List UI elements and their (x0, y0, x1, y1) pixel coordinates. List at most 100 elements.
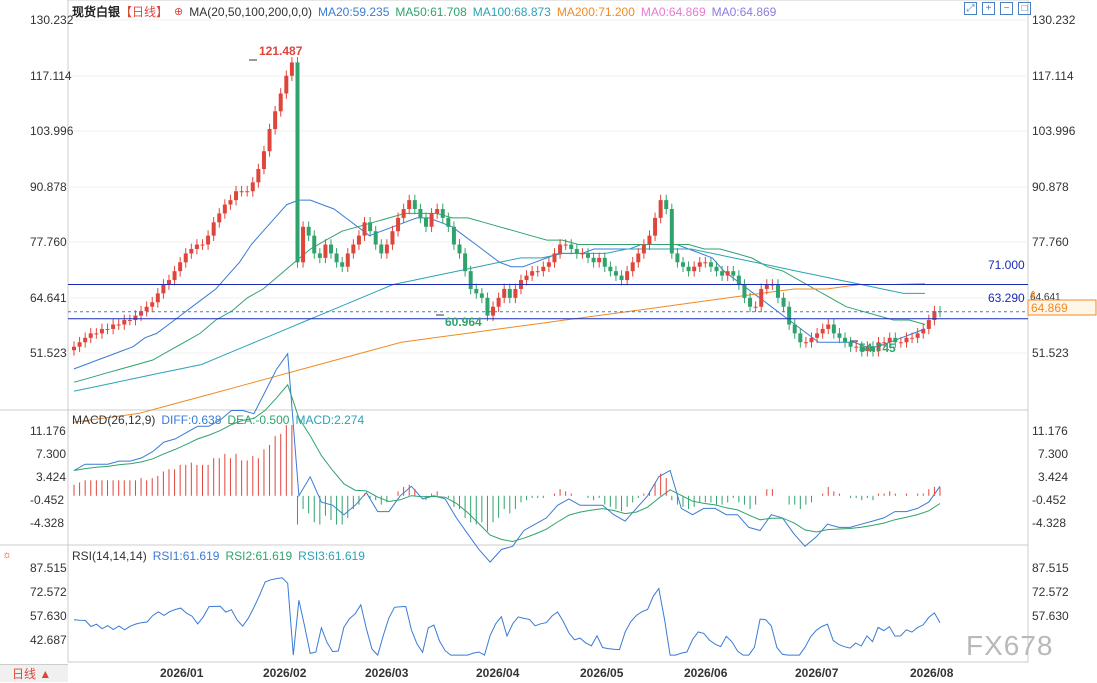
rsi-settings-icon[interactable]: ☼ (2, 549, 13, 561)
candle-body (742, 284, 747, 298)
zoom-in-icon[interactable]: + (982, 2, 995, 15)
candle-body (820, 328, 825, 334)
candle-body (178, 262, 183, 272)
candle-body (781, 297, 786, 307)
candle-body (658, 200, 663, 218)
rsi-tick-left: 87.515 (30, 561, 67, 575)
candle-body (99, 328, 104, 334)
price-tag-arrow-icon: ⇕ (1029, 290, 1037, 301)
candle-body (692, 266, 697, 272)
y-tick-right: 117.114 (1032, 69, 1074, 83)
y-tick-right: 90.878 (1032, 180, 1069, 194)
candle-body (831, 324, 836, 334)
candle-body (748, 297, 753, 307)
candle-body (714, 266, 719, 272)
low2-label: 54.745 (859, 341, 896, 355)
candle-body (368, 222, 373, 232)
x-tick: 2026/05 (580, 666, 624, 680)
candle-body (736, 275, 741, 285)
candle-body (88, 333, 93, 338)
candle-body (407, 200, 412, 209)
y-tick-right: 103.996 (1032, 124, 1076, 138)
candle-body (915, 333, 920, 338)
rsi-panel-frame (67, 544, 1029, 663)
candle-body (921, 328, 926, 334)
period-tab[interactable]: 日线 ▲ (0, 664, 68, 682)
candle-body (507, 288, 512, 298)
candle-body (334, 253, 339, 263)
macd-diff: DIFF:0.638 (161, 413, 222, 427)
candle-body (647, 235, 652, 245)
x-tick: 2026/02 (263, 666, 307, 680)
candle-body (798, 333, 803, 343)
candle-body (373, 231, 378, 245)
candle-body (194, 244, 199, 249)
candle-body (653, 217, 658, 236)
candle-body (155, 293, 160, 303)
candle-body (535, 271, 540, 273)
candle-body (597, 257, 602, 263)
macd-y-ticks: 11.176 7.300 3.424 -0.452 -4.328 11.176 … (30, 424, 1068, 530)
candle-body (284, 75, 289, 94)
candle-body (792, 324, 797, 334)
price-tag: 64.869 (1031, 301, 1068, 315)
candle-body (105, 328, 110, 330)
candle-body (423, 217, 428, 227)
candle-body (317, 253, 322, 258)
candle-body (122, 320, 127, 325)
grid-lines (68, 19, 1028, 354)
candle-body (345, 253, 350, 267)
candle-body (669, 209, 674, 254)
candle-body (876, 342, 881, 352)
macd-diff-line (73, 352, 941, 563)
candle-body (753, 306, 758, 308)
macd-tick-right: -0.452 (1032, 493, 1066, 507)
y-tick-left: 117.114 (30, 69, 72, 83)
y-tick-right: 51.523 (1032, 346, 1069, 360)
candle-body (586, 253, 591, 258)
x-tick: 2026/03 (365, 666, 409, 680)
y-tick-left: 90.878 (30, 180, 67, 194)
zoom-out-icon[interactable]: − (1000, 2, 1013, 15)
candle-body (189, 248, 194, 254)
fullscreen-icon[interactable]: □ (1018, 2, 1031, 15)
candle-body (932, 311, 937, 321)
candle-body (250, 182, 255, 192)
candle-body (731, 271, 736, 276)
candle-body (329, 244, 334, 254)
rsi2: RSI2:61.619 (225, 549, 293, 563)
candle-body (708, 262, 713, 267)
candle-body (234, 191, 239, 201)
x-axis-labels: 2026/01 2026/02 2026/03 2026/04 2026/05 … (160, 666, 954, 680)
candle-body (474, 288, 479, 294)
ma0b-value: MA0:64.869 (711, 4, 777, 19)
candle-body (396, 217, 401, 232)
candle-body (848, 342, 853, 347)
candle-body (680, 262, 685, 267)
candle-body (854, 346, 859, 348)
candle-body (273, 111, 278, 130)
candle-body (278, 93, 283, 112)
candle-body (775, 284, 780, 298)
macd-title: MACD(26,12,9) (72, 413, 156, 427)
candle-body (446, 217, 451, 227)
candle-body (485, 297, 490, 316)
candle-body (524, 275, 529, 281)
candle-body (552, 253, 557, 263)
x-tick: 2026/08 (910, 666, 954, 680)
settings-icon[interactable]: ⊕ (174, 6, 184, 18)
candle-body (815, 333, 820, 338)
fit-icon[interactable]: ⤢ (964, 2, 977, 15)
candle-body (904, 337, 909, 343)
x-tick: 2026/07 (795, 666, 839, 680)
ma50-value: MA50:61.708 (395, 4, 467, 19)
macd-tick-right: -4.328 (1032, 516, 1066, 530)
candle-body (541, 266, 546, 272)
candle-body (491, 306, 496, 316)
macd-tick-left: -4.328 (30, 516, 64, 530)
candle-body (111, 324, 116, 329)
horizontal-level-lines[interactable] (68, 284, 1028, 320)
candle-body (502, 288, 507, 298)
candle-body (675, 253, 680, 263)
